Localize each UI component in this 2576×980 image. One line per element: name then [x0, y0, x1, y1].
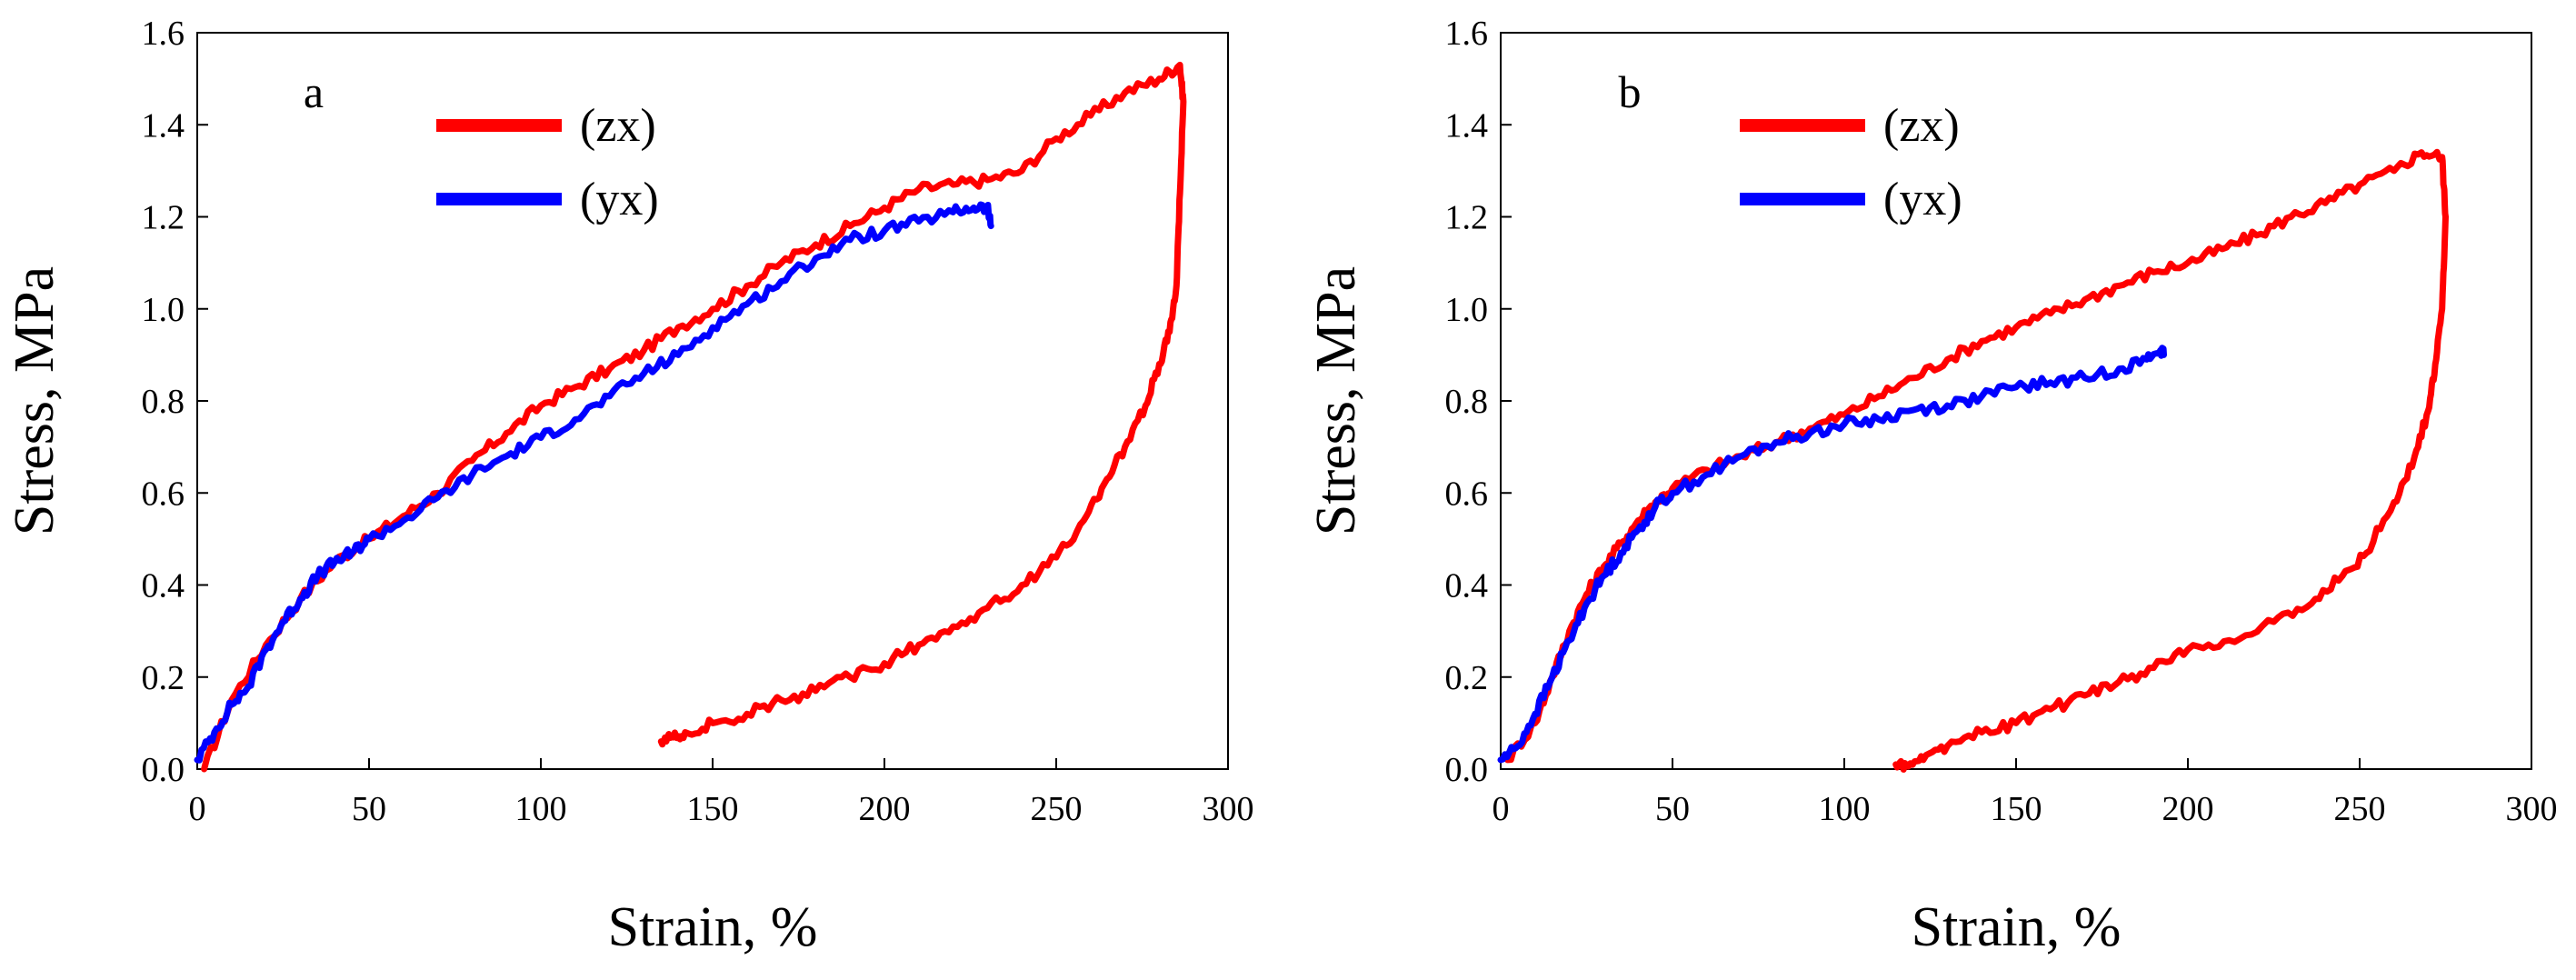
panel-label: b [1619, 66, 1642, 117]
x-tick-label: 250 [2334, 790, 2386, 828]
legend: (zx) (yx) [1740, 100, 1962, 225]
plot-frame [196, 32, 1229, 770]
y-tick-label: 1.4 [142, 106, 185, 145]
legend-label-zx: (zx) [580, 100, 656, 152]
x-tick-label: 250 [1031, 790, 1083, 828]
y-ticks: 0.0 0.2 0.4 0.6 0.8 1.0 1.2 1.4 1.6 [1445, 15, 1512, 789]
series-line-zx [201, 61, 1187, 773]
x-tick-label: 150 [1991, 790, 2042, 828]
plot-frame [1500, 32, 2532, 770]
x-tick-label: 200 [859, 790, 911, 828]
x-tick-label: 300 [2506, 790, 2558, 828]
y-tick-label: 0.0 [1445, 751, 1489, 789]
y-tick-label: 0.4 [1445, 567, 1489, 605]
legend-label-yx: (yx) [1883, 174, 1962, 225]
panel-b: 0.0 0.2 0.4 0.6 0.8 1.0 1.2 1.4 1.6 0 50 100 150 200… [1305, 15, 2558, 958]
x-tick-label: 0 [1493, 790, 1510, 828]
series-line-zx [1504, 148, 2449, 773]
y-axis-title: Stress, MPa [4, 266, 65, 535]
y-tick-label: 1.2 [142, 199, 185, 237]
legend: (zx) (yx) [436, 100, 659, 225]
panel-a: 0.0 0.2 0.4 0.6 0.8 1.0 1.2 1.4 1.6 0 50 100 150 200… [4, 15, 1254, 958]
x-tick-label: 150 [687, 790, 739, 828]
y-axis-title: Stress, MPa [1305, 266, 1367, 535]
series-line-yx [1497, 345, 2167, 764]
y-tick-label: 0.0 [142, 751, 185, 789]
y-tick-label: 0.2 [1445, 659, 1489, 697]
panel-label: a [304, 66, 324, 117]
series-layer [1497, 148, 2449, 773]
x-tick-label: 300 [1203, 790, 1254, 828]
y-tick-label: 1.2 [1445, 199, 1489, 237]
x-axis-title: Strain, % [608, 896, 818, 958]
x-axis-title: Strain, % [1912, 896, 2122, 958]
series-layer [194, 61, 1187, 773]
x-tick-label: 200 [2162, 790, 2214, 828]
y-tick-label: 0.2 [142, 659, 185, 697]
y-tick-label: 0.4 [142, 567, 185, 605]
y-tick-label: 0.8 [142, 383, 185, 421]
x-tick-label: 100 [515, 790, 567, 828]
y-tick-label: 1.4 [1445, 106, 1489, 145]
y-tick-label: 0.6 [1445, 475, 1489, 513]
y-tick-label: 1.0 [142, 291, 185, 329]
series-line-yx [194, 201, 994, 764]
y-tick-label: 1.0 [1445, 291, 1489, 329]
y-tick-label: 0.6 [142, 475, 185, 513]
y-ticks: 0.0 0.2 0.4 0.6 0.8 1.0 1.2 1.4 1.6 [142, 15, 208, 789]
x-tick-label: 0 [189, 790, 206, 828]
x-ticks: 0 50 100 150 200 250 300 [189, 758, 1254, 828]
legend-label-yx: (yx) [580, 174, 659, 225]
x-tick-label: 50 [352, 790, 386, 828]
legend-label-zx: (zx) [1883, 100, 1960, 152]
y-tick-label: 1.6 [142, 15, 185, 53]
x-tick-label: 100 [1819, 790, 1871, 828]
x-tick-label: 50 [1655, 790, 1690, 828]
y-tick-label: 0.8 [1445, 383, 1489, 421]
x-ticks: 0 50 100 150 200 250 300 [1493, 758, 2558, 828]
y-tick-label: 1.6 [1445, 15, 1489, 53]
